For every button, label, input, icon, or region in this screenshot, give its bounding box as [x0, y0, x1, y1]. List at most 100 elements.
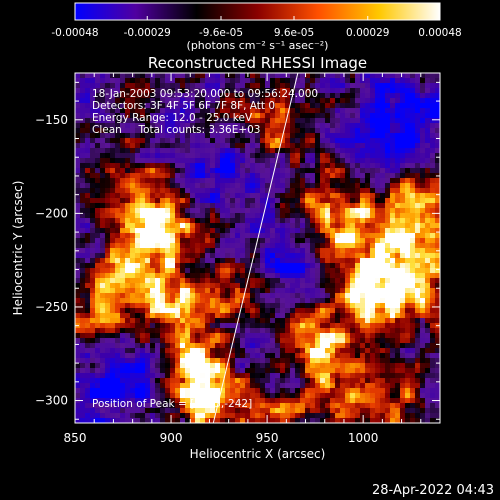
heatmap-cell [145, 268, 151, 274]
heatmap-cell [410, 258, 416, 264]
heatmap-cell [350, 163, 356, 169]
heatmap-cell [260, 233, 266, 239]
heatmap-cell [95, 228, 101, 234]
heatmap-cell [90, 268, 96, 274]
heatmap-cell [220, 353, 226, 359]
heatmap-cell [270, 193, 276, 199]
heatmap-cell [370, 123, 376, 129]
heatmap-cell [365, 373, 371, 379]
heatmap-cell [380, 243, 386, 249]
heatmap-cell [380, 278, 386, 284]
heatmap-cell [200, 398, 206, 404]
heatmap-cell [145, 303, 151, 309]
heatmap-cell [405, 348, 411, 354]
heatmap-cell [340, 313, 346, 319]
heatmap-cell [80, 343, 86, 349]
heatmap-cell [100, 283, 106, 289]
heatmap-cell [240, 388, 246, 394]
heatmap-cell [390, 153, 396, 159]
heatmap-cell [255, 223, 261, 229]
heatmap-cell [195, 338, 201, 344]
heatmap-cell [180, 93, 186, 99]
heatmap-cell [350, 183, 356, 189]
heatmap-cell [105, 323, 111, 329]
heatmap-cell [245, 123, 251, 129]
heatmap-cell [345, 203, 351, 209]
heatmap-cell [120, 253, 126, 259]
heatmap-cell [245, 203, 251, 209]
heatmap-cell [410, 303, 416, 309]
heatmap-cell [310, 238, 316, 244]
heatmap-cell [160, 268, 166, 274]
heatmap-cell [85, 293, 91, 299]
heatmap-cell [285, 373, 291, 379]
heatmap-cell [370, 248, 376, 254]
heatmap-cell [225, 268, 231, 274]
heatmap-cell [235, 323, 241, 329]
heatmap-cell [270, 253, 276, 259]
heatmap-cell [160, 88, 166, 94]
colorbar-tick-label: -0.00029 [124, 27, 171, 39]
heatmap-cell [230, 143, 236, 149]
heatmap-cell [145, 88, 151, 94]
heatmap-cell [80, 353, 86, 359]
heatmap-cell [240, 398, 246, 404]
heatmap-cell [265, 153, 271, 159]
heatmap-cell [425, 243, 431, 249]
heatmap-cell [370, 113, 376, 119]
heatmap-cell [105, 143, 111, 149]
heatmap-cell [145, 163, 151, 169]
heatmap-cell [140, 163, 146, 169]
heatmap-cell [350, 78, 356, 84]
heatmap-cell [205, 173, 211, 179]
heatmap-cell [410, 358, 416, 364]
heatmap-cell [275, 173, 281, 179]
heatmap-cell [320, 363, 326, 369]
heatmap-cell [120, 383, 126, 389]
heatmap-cell [425, 233, 431, 239]
heatmap-cell [150, 83, 156, 89]
heatmap-cell [245, 308, 251, 314]
heatmap-cell [315, 138, 321, 144]
heatmap-cell [320, 358, 326, 364]
heatmap-cell [335, 178, 341, 184]
heatmap-cell [320, 268, 326, 274]
heatmap-cell [190, 163, 196, 169]
heatmap-cell [385, 258, 391, 264]
heatmap-cell [125, 123, 131, 129]
heatmap-cell [235, 358, 241, 364]
heatmap-cell [385, 223, 391, 229]
heatmap-cell [275, 313, 281, 319]
heatmap-cell [265, 268, 271, 274]
heatmap-cell [90, 113, 96, 119]
heatmap-cell [115, 158, 121, 164]
heatmap-cell [330, 103, 336, 109]
heatmap-cell [330, 273, 336, 279]
heatmap-cell [355, 208, 361, 214]
heatmap-cell [80, 363, 86, 369]
heatmap-cell [300, 108, 306, 114]
heatmap-cell [300, 303, 306, 309]
heatmap-cell [430, 83, 436, 89]
heatmap-cell [305, 308, 311, 314]
heatmap-cell [375, 238, 381, 244]
heatmap-cell [150, 193, 156, 199]
heatmap-cell [145, 148, 151, 154]
heatmap-cell [310, 338, 316, 344]
heatmap-cell [305, 363, 311, 369]
heatmap-cell [225, 118, 231, 124]
heatmap-cell [420, 143, 426, 149]
heatmap-cell [435, 298, 440, 304]
colorbar-unit-label: (photons cm⁻² s⁻¹ asec⁻²) [187, 39, 329, 52]
heatmap-cell [285, 358, 291, 364]
heatmap-cell [350, 408, 356, 414]
heatmap-cell [425, 408, 431, 414]
heatmap-cell [125, 378, 131, 384]
heatmap-cell [210, 318, 216, 324]
heatmap-cell [365, 343, 371, 349]
heatmap-cell [180, 228, 186, 234]
heatmap-cell [245, 328, 251, 334]
heatmap-cell [260, 293, 266, 299]
heatmap-cell [80, 283, 86, 289]
heatmap-cell [165, 113, 171, 119]
